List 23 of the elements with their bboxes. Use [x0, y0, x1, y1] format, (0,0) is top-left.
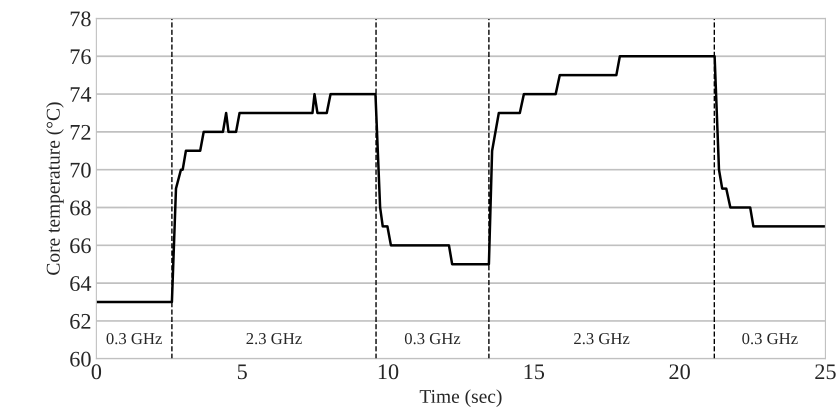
y-tick-label: 64: [70, 276, 92, 292]
x-tick-label: 25: [815, 364, 836, 380]
y-tick-label: 78: [70, 11, 91, 26]
y-tick-label: 74: [70, 87, 92, 102]
annotation: 2.3 GHz: [246, 333, 302, 344]
annotation: 0.3 GHz: [742, 332, 798, 344]
y-tick-label: 62: [70, 314, 90, 329]
y-tick-label: 68: [70, 200, 91, 216]
y-tick-label: 72: [70, 124, 90, 140]
annotation: 0.3 GHz: [106, 332, 162, 344]
x-tick-label: 10: [378, 364, 398, 380]
x-axis-title: Time (sec): [420, 389, 502, 407]
y-tick-label: 60: [70, 352, 91, 367]
y-axis-title: Core temperature (°C): [46, 102, 64, 275]
x-tick-label: 20: [669, 364, 690, 380]
annotation: 2.3 GHz: [574, 333, 630, 344]
x-tick-label: 0: [92, 364, 102, 380]
x-tick-label: 5: [238, 364, 247, 380]
y-tick-label: 70: [70, 162, 91, 178]
x-tick-label: 15: [524, 364, 544, 380]
y-tick-label: 76: [70, 49, 91, 64]
annotation: 0.3 GHz: [404, 332, 460, 344]
y-tick-label: 66: [70, 238, 91, 254]
